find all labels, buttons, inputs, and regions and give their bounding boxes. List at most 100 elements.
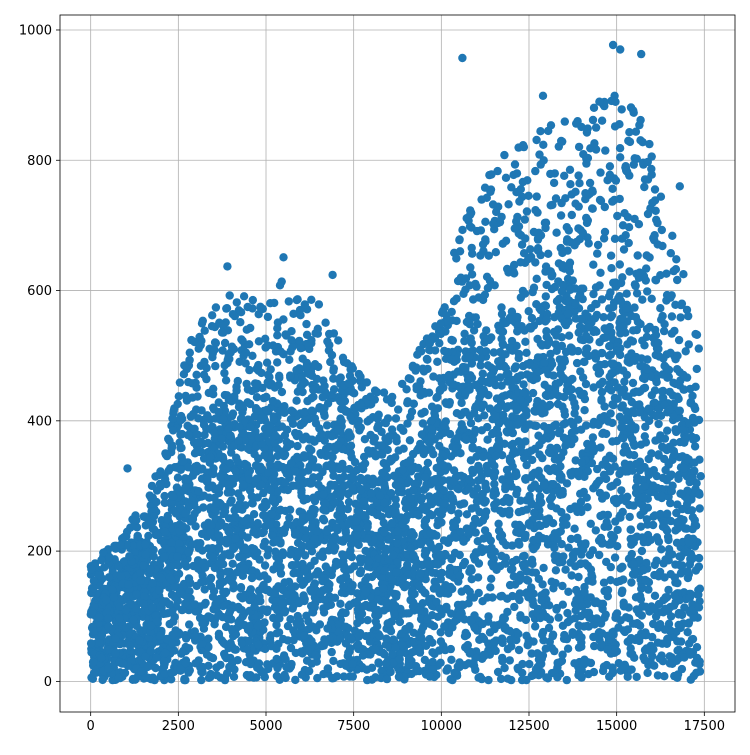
data-point: [563, 676, 571, 684]
data-point: [468, 270, 476, 278]
data-point: [174, 474, 182, 482]
data-point: [446, 430, 454, 438]
data-point: [635, 220, 643, 228]
data-point: [320, 608, 328, 616]
data-point: [234, 489, 242, 497]
data-point: [648, 652, 656, 660]
data-point: [609, 668, 617, 676]
data-point: [464, 374, 472, 382]
data-point: [344, 505, 352, 513]
data-point: [553, 673, 561, 681]
data-point: [349, 672, 357, 680]
data-point: [679, 270, 687, 278]
data-point: [469, 444, 477, 452]
data-point: [486, 583, 494, 591]
data-point: [373, 414, 381, 422]
data-point: [428, 403, 436, 411]
data-point: [574, 171, 582, 179]
data-point: [447, 656, 455, 664]
data-point: [301, 300, 309, 308]
data-point: [635, 637, 643, 645]
data-point: [617, 388, 625, 396]
data-point: [268, 476, 276, 484]
data-point: [598, 117, 606, 125]
data-point: [584, 154, 592, 162]
data-point: [624, 673, 632, 681]
data-point: [201, 327, 209, 335]
data-point: [134, 532, 142, 540]
data-point: [567, 418, 575, 426]
data-point: [613, 542, 621, 550]
data-point: [570, 659, 578, 667]
data-point: [233, 298, 241, 306]
data-point: [212, 303, 220, 311]
data-point: [348, 362, 356, 370]
data-point: [246, 400, 254, 408]
data-point: [412, 667, 420, 675]
data-point: [585, 239, 593, 247]
data-point: [644, 405, 652, 413]
data-point: [465, 475, 473, 483]
data-point: [363, 676, 371, 684]
data-point: [249, 296, 257, 304]
data-point: [351, 458, 359, 466]
data-point: [369, 437, 377, 445]
data-point: [575, 328, 583, 336]
data-point: [336, 397, 344, 405]
data-point: [684, 312, 692, 320]
data-point: [532, 136, 540, 144]
data-point: [531, 622, 539, 630]
data-point: [660, 672, 668, 680]
data-point: [606, 162, 614, 170]
data-point: [535, 317, 543, 325]
data-point: [562, 513, 570, 521]
data-point: [504, 200, 512, 208]
data-point: [533, 275, 541, 283]
data-point: [460, 330, 468, 338]
data-point: [456, 247, 464, 255]
data-point: [345, 534, 353, 542]
data-point: [229, 409, 237, 417]
data-point: [573, 508, 581, 516]
data-point: [503, 595, 511, 603]
data-point: [497, 213, 505, 221]
data-point: [194, 439, 202, 447]
data-point: [667, 612, 675, 620]
data-point: [473, 227, 481, 235]
data-point: [558, 489, 566, 497]
data-point: [580, 406, 588, 414]
data-point: [282, 663, 290, 671]
data-point: [427, 543, 435, 551]
data-point: [470, 552, 478, 560]
data-point: [237, 583, 245, 591]
data-point: [176, 378, 184, 386]
data-point: [587, 614, 595, 622]
data-point: [218, 328, 226, 336]
data-point: [382, 465, 390, 473]
data-point: [492, 647, 500, 655]
data-point: [671, 301, 679, 309]
data-point: [596, 512, 604, 520]
data-point: [494, 203, 502, 211]
data-point: [299, 355, 307, 363]
data-point: [611, 394, 619, 402]
data-point: [651, 185, 659, 193]
data-point: [608, 185, 616, 193]
data-point: [580, 588, 588, 596]
data-point: [152, 498, 160, 506]
data-point: [653, 472, 661, 480]
data-point: [482, 347, 490, 355]
data-point: [623, 493, 631, 501]
data-point: [659, 444, 667, 452]
data-point: [494, 520, 502, 528]
data-point: [695, 491, 703, 499]
data-point: [515, 354, 523, 362]
data-point: [314, 325, 322, 333]
data-point: [311, 651, 319, 659]
data-point: [348, 484, 356, 492]
data-point: [472, 313, 480, 321]
data-point: [395, 673, 403, 681]
data-point: [455, 611, 463, 619]
data-point: [243, 326, 251, 334]
data-point: [503, 265, 511, 273]
